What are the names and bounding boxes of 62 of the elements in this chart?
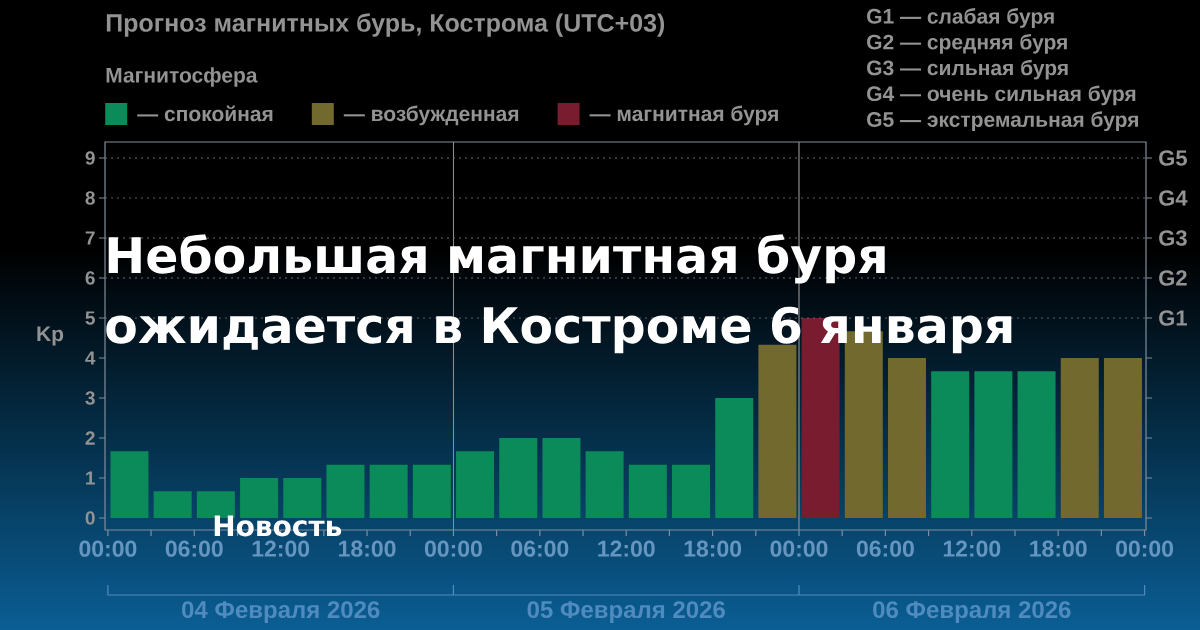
text: G1 — слабая буря — [867, 8, 1054, 28]
bar — [715, 398, 754, 518]
x-tick-label: 06:00 — [856, 540, 914, 557]
text: G2 — средняя буря — [867, 33, 1067, 54]
x-tick-label: 12:00 — [943, 540, 1001, 557]
bar — [1017, 371, 1056, 518]
bar — [1060, 358, 1099, 518]
bar — [628, 464, 667, 518]
x-tick-label: 06:00 — [165, 540, 223, 557]
y-tick-label: 0 — [85, 511, 95, 525]
bar — [672, 464, 711, 518]
y-tick-label: 5 — [85, 311, 95, 325]
bar — [1103, 358, 1142, 518]
legend-label: — возбужденная — [343, 105, 519, 126]
x-tick-label: 12:00 — [598, 540, 655, 557]
ref-line-label: G3 — [1159, 230, 1187, 246]
chart-title: Прогноз магнитных бурь, Кострома (UTC+03) — [106, 13, 665, 37]
y-tick-label: 3 — [85, 391, 95, 405]
y-tick-label: 8 — [85, 191, 95, 205]
bar — [585, 451, 624, 518]
bar — [456, 451, 495, 518]
ref-line-label: G4 — [1159, 190, 1188, 206]
bar — [542, 438, 581, 518]
ref-line-label: G1 — [1159, 310, 1187, 326]
legend-label: — спокойная — [137, 105, 273, 122]
y-tick-label: 1 — [86, 471, 95, 485]
text: 04 Февраля 2026 — [182, 601, 380, 623]
bar — [931, 371, 970, 518]
y-tick-label: 4 — [85, 351, 96, 365]
x-tick-label: 00:00 — [1116, 540, 1174, 557]
text: G4 — очень сильная буря — [867, 85, 1136, 106]
bar — [110, 451, 149, 518]
text: G5 — экстремальная буря — [867, 111, 1138, 132]
bar — [887, 358, 926, 518]
y-tick-label: 9 — [85, 151, 95, 165]
bar — [758, 344, 797, 518]
bar — [974, 371, 1013, 518]
y-axis-title: Kp — [37, 326, 64, 346]
text: 05 Февраля 2026 — [527, 601, 725, 623]
x-tick-label: 00:00 — [424, 540, 482, 557]
y-tick-label: 7 — [85, 231, 95, 245]
bar — [369, 464, 408, 518]
x-tick-label: 06:00 — [511, 540, 569, 557]
bar — [153, 491, 192, 518]
y-tick-label: 6 — [85, 271, 95, 285]
text: 06 Февраля 2026 — [873, 601, 1071, 623]
x-tick-label: 18:00 — [1030, 540, 1087, 557]
ref-line-label: G2 — [1159, 270, 1187, 286]
ref-line-label: G5 — [1159, 150, 1187, 166]
text: G3 — сильная буря — [867, 59, 1068, 80]
x-tick-label: 00:00 — [79, 540, 137, 557]
legend-label: — магнитная буря — [589, 105, 778, 126]
x-tick-label: 12:00 — [252, 540, 310, 557]
bar — [499, 438, 538, 518]
annotation: Новость — [214, 515, 342, 537]
annotation: Небольшая магнитная буря ожидается в Костроме 6 января — [106, 234, 1012, 354]
y-tick-label: 2 — [85, 431, 95, 445]
x-tick-label: 18:00 — [339, 540, 396, 557]
x-tick-label: 00:00 — [770, 540, 828, 557]
bar — [412, 464, 451, 518]
legend-title: Магнитосфера — [106, 67, 258, 87]
x-tick-label: 18:00 — [684, 540, 742, 557]
